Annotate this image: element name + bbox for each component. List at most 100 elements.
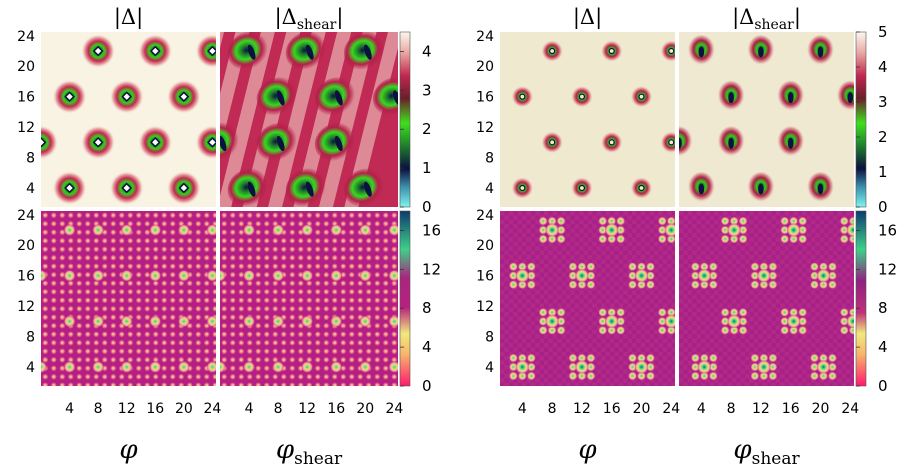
phase-spot	[330, 315, 343, 328]
x-label-main: φ	[119, 435, 138, 465]
phase-satellite	[547, 234, 557, 244]
heatmap-magnitude-plain	[41, 32, 216, 207]
y-tick-label-bottom: 8	[26, 330, 35, 346]
phase-satellite	[657, 316, 667, 326]
phase-satellite	[809, 362, 819, 372]
heatmap-phase-plain	[500, 211, 675, 386]
title-sub: shear	[297, 17, 337, 33]
vortex-center	[92, 137, 104, 148]
phase-satellite	[827, 280, 837, 290]
phase-satellite	[750, 371, 760, 381]
phase-satellite	[818, 280, 828, 290]
phase-satellite	[586, 271, 596, 281]
colorbar-tick-label: 16	[878, 221, 897, 239]
vortex-center	[758, 46, 764, 58]
phase-satellite	[586, 353, 596, 363]
phase-satellite	[789, 325, 799, 335]
colorbar-tick-label: 0	[422, 377, 432, 395]
colorbar-tick-label: 8	[422, 299, 432, 317]
vortex-center	[728, 92, 734, 104]
phase-spot	[301, 315, 314, 328]
phase-spot	[545, 223, 560, 238]
phase-spot	[388, 315, 398, 328]
phase-satellite	[577, 280, 587, 290]
phase-spot	[359, 315, 372, 328]
phase-spot	[330, 269, 343, 282]
y-tick-label-bottom: 24	[17, 208, 35, 224]
vortex-core	[41, 125, 58, 160]
phase-satellite	[839, 225, 849, 235]
phase-satellite	[526, 362, 536, 372]
vortex-center	[121, 182, 133, 194]
vortex-center	[638, 184, 645, 192]
heatmap-magnitude-shear	[679, 32, 854, 207]
x-axis-label: φ	[119, 435, 138, 465]
phase-satellite	[607, 234, 617, 244]
phase-satellite	[759, 371, 769, 381]
phase-satellite	[508, 262, 518, 272]
x-tick-label: 16	[327, 401, 345, 417]
heatmap-background	[220, 211, 398, 386]
phase-satellite	[699, 371, 709, 381]
x-tick-label: 24	[662, 401, 680, 417]
phase-satellite	[538, 234, 548, 244]
phase-spot	[206, 269, 216, 282]
title-main: |Δ	[275, 5, 297, 30]
phase-satellite	[839, 325, 849, 335]
phase-spot	[301, 360, 314, 373]
phase-satellite	[645, 362, 655, 372]
y-tick-label-bottom: 24	[476, 208, 494, 224]
vortex-center	[519, 93, 526, 100]
vortex-center	[178, 91, 190, 102]
phase-spot	[63, 269, 76, 282]
colorbar-tick-label: 3	[878, 93, 888, 111]
shear-band	[220, 32, 250, 207]
vortex-center	[64, 91, 75, 102]
colorbar-tick-label: 12	[878, 260, 897, 278]
x-tick-label: 24	[841, 401, 859, 417]
phase-satellite	[547, 325, 557, 335]
phase-satellite	[780, 316, 790, 326]
vortex-center	[276, 90, 285, 106]
phase-spot	[697, 268, 712, 283]
phase-satellite	[627, 371, 637, 381]
phase-satellite	[616, 225, 626, 235]
phase-satellite	[789, 307, 799, 317]
phase-spot	[330, 360, 343, 373]
phase-satellite	[759, 280, 769, 290]
vortex-center	[305, 44, 314, 60]
phase-spot	[92, 315, 105, 328]
phase-spot	[272, 224, 285, 237]
vortex-center	[698, 183, 705, 195]
phase-satellite	[547, 307, 557, 317]
y-tick-label-bottom: 8	[485, 330, 494, 346]
phase-satellite	[645, 271, 655, 281]
phase-satellite	[827, 362, 837, 372]
phase-spot	[388, 360, 398, 373]
phase-satellite	[556, 234, 566, 244]
phase-satellite	[798, 234, 808, 244]
shear-band	[293, 32, 352, 207]
phase-satellite	[586, 371, 596, 381]
x-tick-label: 8	[727, 401, 736, 417]
y-tick-label-top: 16	[17, 90, 35, 106]
phase-satellite	[720, 225, 730, 235]
colorbar-tick-label: 1	[422, 159, 432, 177]
phase-satellite	[538, 316, 548, 326]
title-sub: shear	[754, 17, 794, 33]
y-tick-label-top: 4	[485, 181, 494, 197]
phase-satellite	[708, 371, 718, 381]
phase-satellite	[607, 325, 617, 335]
phase-satellite	[789, 216, 799, 226]
phase-satellite	[517, 371, 527, 381]
phase-satellite	[538, 216, 548, 226]
phase-satellite	[556, 316, 566, 326]
vortex-center	[149, 45, 161, 57]
phase-spot	[604, 314, 619, 329]
phase-satellite	[750, 280, 760, 290]
phase-spot	[301, 224, 314, 237]
phase-spot	[177, 315, 190, 328]
phase-satellite	[839, 216, 849, 226]
x-label-main: φ	[578, 435, 597, 465]
